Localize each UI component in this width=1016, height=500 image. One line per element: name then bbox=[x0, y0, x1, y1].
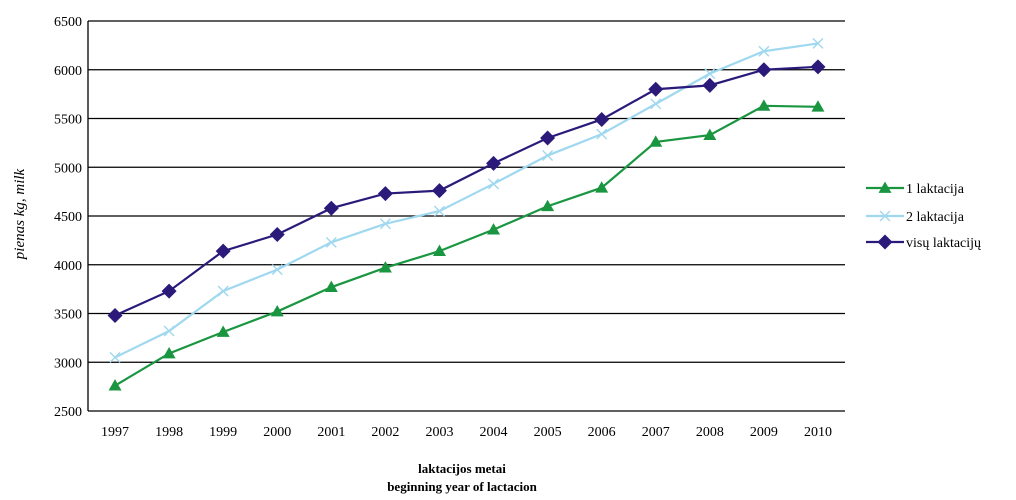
series-3-point-2000 bbox=[269, 227, 285, 243]
series-1-point-2007 bbox=[649, 135, 663, 147]
series-1-point-1998 bbox=[162, 346, 176, 359]
series-3-point-2009 bbox=[756, 62, 772, 78]
series-markers bbox=[107, 37, 826, 391]
y-axis-ticks: 2500 3000 3500 4000 4500 5000 5500 6000 6500 bbox=[54, 15, 82, 420]
x-tick-label-2004: 2004 bbox=[480, 425, 508, 440]
series-1-point-2000 bbox=[270, 305, 284, 317]
x-axis-ticks: 1997 1998 1999 2000 2001 2002 2003 2004 2005 2006… bbox=[101, 425, 832, 440]
x-tick-label-2002: 2002 bbox=[371, 425, 399, 440]
gridlines bbox=[87, 20, 845, 412]
series-1-point-1997 bbox=[108, 379, 122, 391]
series-2-point-2002 bbox=[379, 218, 391, 230]
x-axis-label-line2: beginning year of lactacion bbox=[387, 479, 537, 494]
series-lines bbox=[114, 42, 819, 387]
series-1-point-2008 bbox=[703, 128, 717, 140]
series-1-point-2010 bbox=[811, 100, 825, 112]
series-2-point-2005 bbox=[542, 150, 554, 162]
legend-marker-1 bbox=[878, 181, 892, 193]
series-2-point-2009 bbox=[758, 45, 770, 57]
series-3-point-2002 bbox=[377, 186, 393, 202]
series-line-1 bbox=[114, 104, 818, 387]
series-3-point-2001 bbox=[323, 200, 339, 216]
x-tick-label-2003: 2003 bbox=[425, 425, 453, 440]
series-2-point-2001 bbox=[325, 236, 337, 248]
series-3-point-2007 bbox=[648, 81, 664, 97]
legend-label-3: visų laktacijų bbox=[906, 236, 981, 251]
x-tick-label-2008: 2008 bbox=[696, 425, 724, 440]
x-tick-label-2007: 2007 bbox=[642, 425, 670, 440]
x-tick-label-2001: 2001 bbox=[317, 425, 345, 440]
series-2-point-2000 bbox=[271, 264, 283, 276]
legend-label-2: 2 laktacija bbox=[906, 210, 965, 225]
series-2-point-2006 bbox=[596, 128, 608, 140]
x-axis-label-line1: laktacijos metai bbox=[418, 461, 506, 476]
y-tick-label-5500: 5500 bbox=[54, 113, 82, 128]
x-tick-label-2000: 2000 bbox=[263, 425, 291, 440]
series-1-point-2006 bbox=[595, 181, 609, 193]
series-2-point-2008 bbox=[704, 68, 716, 80]
series-line-2 bbox=[114, 42, 819, 359]
series-2-point-1999 bbox=[217, 285, 229, 297]
series-1-point-1999 bbox=[216, 325, 230, 337]
x-tick-label-1997: 1997 bbox=[101, 425, 129, 440]
series-3-point-2004 bbox=[486, 155, 502, 171]
y-tick-label-3500: 3500 bbox=[54, 308, 82, 323]
series-line-3 bbox=[114, 65, 819, 317]
series-1-point-2003 bbox=[432, 244, 446, 256]
y-tick-label-3000: 3000 bbox=[54, 356, 82, 371]
y-tick-label-5000: 5000 bbox=[54, 161, 82, 176]
legend: 1 laktacija 2 laktacija visų laktacijų bbox=[866, 181, 981, 251]
series-3-point-1998 bbox=[161, 283, 177, 299]
series-1-point-2009 bbox=[757, 99, 771, 111]
y-tick-label-6500: 6500 bbox=[54, 15, 82, 30]
series-1-point-2004 bbox=[487, 223, 501, 235]
series-2-point-1998 bbox=[163, 325, 175, 337]
series-3-point-1997 bbox=[107, 307, 123, 323]
series-3-point-2008 bbox=[702, 77, 718, 93]
x-tick-label-2006: 2006 bbox=[588, 425, 616, 440]
series-2-point-1997 bbox=[109, 351, 121, 363]
y-tick-label-4500: 4500 bbox=[54, 210, 82, 225]
x-tick-label-2009: 2009 bbox=[750, 425, 778, 440]
series-1-point-2001 bbox=[324, 280, 338, 293]
series-3-point-2005 bbox=[540, 130, 556, 146]
y-tick-label-6000: 6000 bbox=[54, 64, 82, 79]
series-3-point-2006 bbox=[594, 111, 610, 127]
legend-marker-3 bbox=[877, 234, 893, 250]
series-2-point-2010 bbox=[812, 37, 824, 49]
y-tick-label-4000: 4000 bbox=[54, 259, 82, 274]
y-axis-label: pienas kg, milk bbox=[12, 168, 28, 260]
series-1-point-2005 bbox=[541, 199, 555, 212]
x-tick-label-1999: 1999 bbox=[209, 425, 237, 440]
series-3-point-1999 bbox=[215, 243, 231, 259]
x-tick-label-2005: 2005 bbox=[534, 425, 562, 440]
y-tick-label-2500: 2500 bbox=[54, 405, 82, 420]
legend-marker-2 bbox=[879, 210, 891, 222]
series-3-point-2003 bbox=[431, 183, 447, 199]
x-tick-label-2010: 2010 bbox=[804, 425, 832, 440]
x-tick-label-1998: 1998 bbox=[155, 425, 183, 440]
series-2-point-2007 bbox=[650, 98, 662, 110]
series-1-point-2002 bbox=[378, 261, 392, 273]
series-3-point-2010 bbox=[810, 59, 826, 75]
series-2-point-2003 bbox=[433, 205, 445, 217]
legend-label-1: 1 laktacija bbox=[906, 182, 965, 197]
series-2-point-2004 bbox=[488, 178, 500, 190]
